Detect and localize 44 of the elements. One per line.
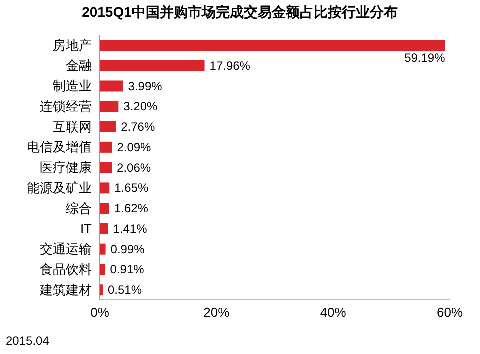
bar [100,40,446,51]
y-tick-label: 能源及矿业 [27,180,92,196]
bar [100,142,112,153]
bar [100,162,112,174]
y-tick-label: 制造业 [53,78,92,94]
x-tick-label: 20% [204,305,230,320]
y-tick-label: 建筑建材 [39,282,92,298]
data-label: 17.96% [210,58,251,73]
data-label: 1.62% [114,202,149,216]
data-label: 2.06% [117,160,152,175]
x-tick-label: 40% [320,305,347,320]
data-label: 1.65% [114,181,149,196]
bar [100,182,110,194]
y-tick-label: 房地产 [53,38,92,53]
bar [100,203,110,214]
data-label: 2.09% [117,140,152,154]
bar [100,80,124,92]
data-label: 59.19% [404,51,446,65]
data-label: 2.76% [121,120,156,134]
data-label: 0.99% [110,242,146,256]
bar [100,244,106,255]
y-tick-label: 电信及增值 [27,140,92,155]
y-tick-label: 金融 [66,58,92,74]
y-tick-label: 食品饮料 [40,262,92,278]
y-tick-label: IT [80,221,92,236]
data-label: 0.91% [110,262,145,277]
y-tick-label: 医疗健康 [40,160,92,176]
x-tick-label: 60% [436,305,464,320]
bar [100,122,116,133]
bar [100,101,119,112]
text: 2015.04 [6,334,50,348]
data-label: 3.20% [124,100,158,114]
bar [100,264,106,276]
y-tick-label: 综合 [66,200,92,216]
y-tick-label: 互联网 [53,119,92,134]
data-label: 0.51% [108,283,142,298]
bar [100,60,205,72]
chart-title: 2015Q1中国并购市场完成交易金额占比按行业分布 [81,4,399,22]
bar [100,223,108,234]
y-tick-label: 交通运输 [40,242,92,257]
data-label: 1.41% [113,222,148,236]
x-tick-label: 0% [90,305,110,320]
y-tick-label: 连锁经营 [40,98,92,114]
data-label: 3.99% [128,79,163,94]
